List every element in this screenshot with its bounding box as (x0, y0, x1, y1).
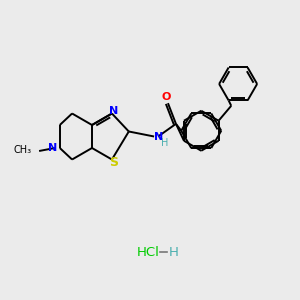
Text: O: O (161, 92, 171, 102)
Text: N: N (154, 133, 164, 142)
Text: S: S (110, 156, 118, 169)
Text: H: H (169, 245, 179, 259)
Text: CH₃: CH₃ (14, 145, 32, 155)
Text: H: H (161, 137, 169, 148)
Text: N: N (48, 143, 57, 153)
Text: N: N (109, 106, 119, 116)
Text: HCl: HCl (136, 245, 159, 259)
